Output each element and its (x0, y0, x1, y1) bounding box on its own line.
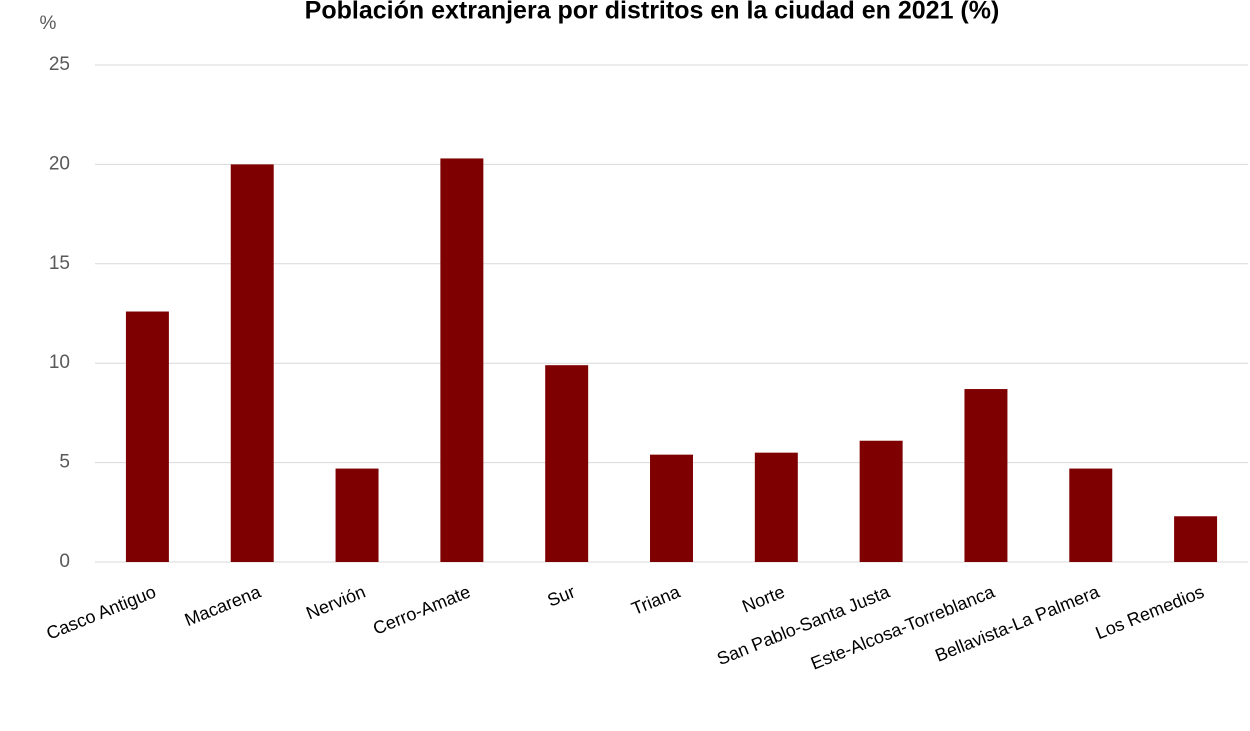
x-tick-label: Casco Antiguo (44, 582, 159, 644)
bar (440, 158, 484, 562)
x-tick-label: Triana (629, 581, 684, 619)
bar (545, 365, 589, 562)
chart-title: Población extranjera por distritos en la… (305, 0, 1000, 25)
x-tick-label: Macarena (182, 581, 265, 630)
bar (964, 389, 1008, 562)
y-tick-label: 15 (49, 253, 70, 274)
x-tick-label: Este-Alcosa-Torreblanca (808, 581, 998, 673)
bar (335, 468, 379, 562)
x-tick-label: Norte (739, 582, 787, 617)
x-tick-label: Sur (544, 582, 577, 611)
y-tick-label: 0 (59, 551, 70, 572)
y-tick-label: 10 (49, 352, 70, 373)
x-tick-label: San Pablo-Santa Justa (714, 581, 893, 669)
bar (1069, 468, 1113, 562)
bar (650, 454, 693, 562)
bar (1174, 516, 1218, 562)
x-tick-label: Cerro-Amate (370, 582, 473, 639)
x-tick-label: Nervión (303, 582, 368, 624)
bar (230, 164, 274, 562)
y-tick-label: 5 (59, 452, 70, 473)
bar (859, 440, 903, 562)
bar (125, 311, 169, 562)
y-tick-label: 25 (49, 54, 70, 75)
y-tick-label: 20 (49, 153, 70, 174)
bar (754, 452, 798, 562)
y-axis-label: % (40, 13, 57, 34)
x-tick-label: Los Remedios (1093, 582, 1207, 644)
